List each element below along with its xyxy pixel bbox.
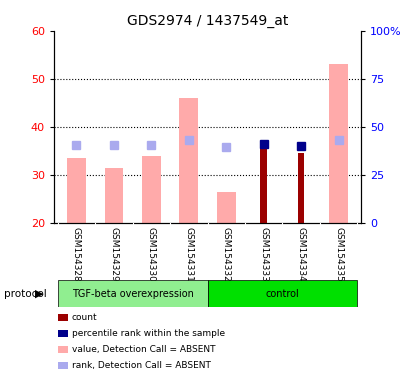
Text: count: count	[72, 313, 98, 322]
Text: GSM154335: GSM154335	[334, 227, 343, 282]
Text: GSM154328: GSM154328	[72, 227, 81, 282]
Bar	[260, 146, 267, 223]
Bar	[298, 153, 305, 223]
Bar	[329, 64, 348, 223]
Bar	[179, 98, 198, 223]
Bar	[217, 192, 236, 223]
Bar	[208, 280, 357, 307]
Title: GDS2974 / 1437549_at: GDS2974 / 1437549_at	[127, 14, 288, 28]
Bar	[58, 280, 208, 307]
Text: GSM154334: GSM154334	[297, 227, 305, 282]
Text: rank, Detection Call = ABSENT: rank, Detection Call = ABSENT	[72, 361, 211, 370]
Text: value, Detection Call = ABSENT: value, Detection Call = ABSENT	[72, 345, 215, 354]
Text: GSM154330: GSM154330	[147, 227, 156, 282]
Bar	[142, 156, 161, 223]
Text: GSM154333: GSM154333	[259, 227, 268, 282]
Bar	[67, 158, 86, 223]
Text: GSM154331: GSM154331	[184, 227, 193, 282]
Text: ▶: ▶	[35, 289, 44, 299]
Text: GSM154332: GSM154332	[222, 227, 231, 282]
Bar	[105, 167, 123, 223]
Text: TGF-beta overexpression: TGF-beta overexpression	[72, 289, 193, 299]
Text: control: control	[266, 289, 299, 299]
Text: percentile rank within the sample: percentile rank within the sample	[72, 329, 225, 338]
Text: protocol: protocol	[4, 289, 47, 299]
Text: GSM154329: GSM154329	[110, 227, 118, 282]
